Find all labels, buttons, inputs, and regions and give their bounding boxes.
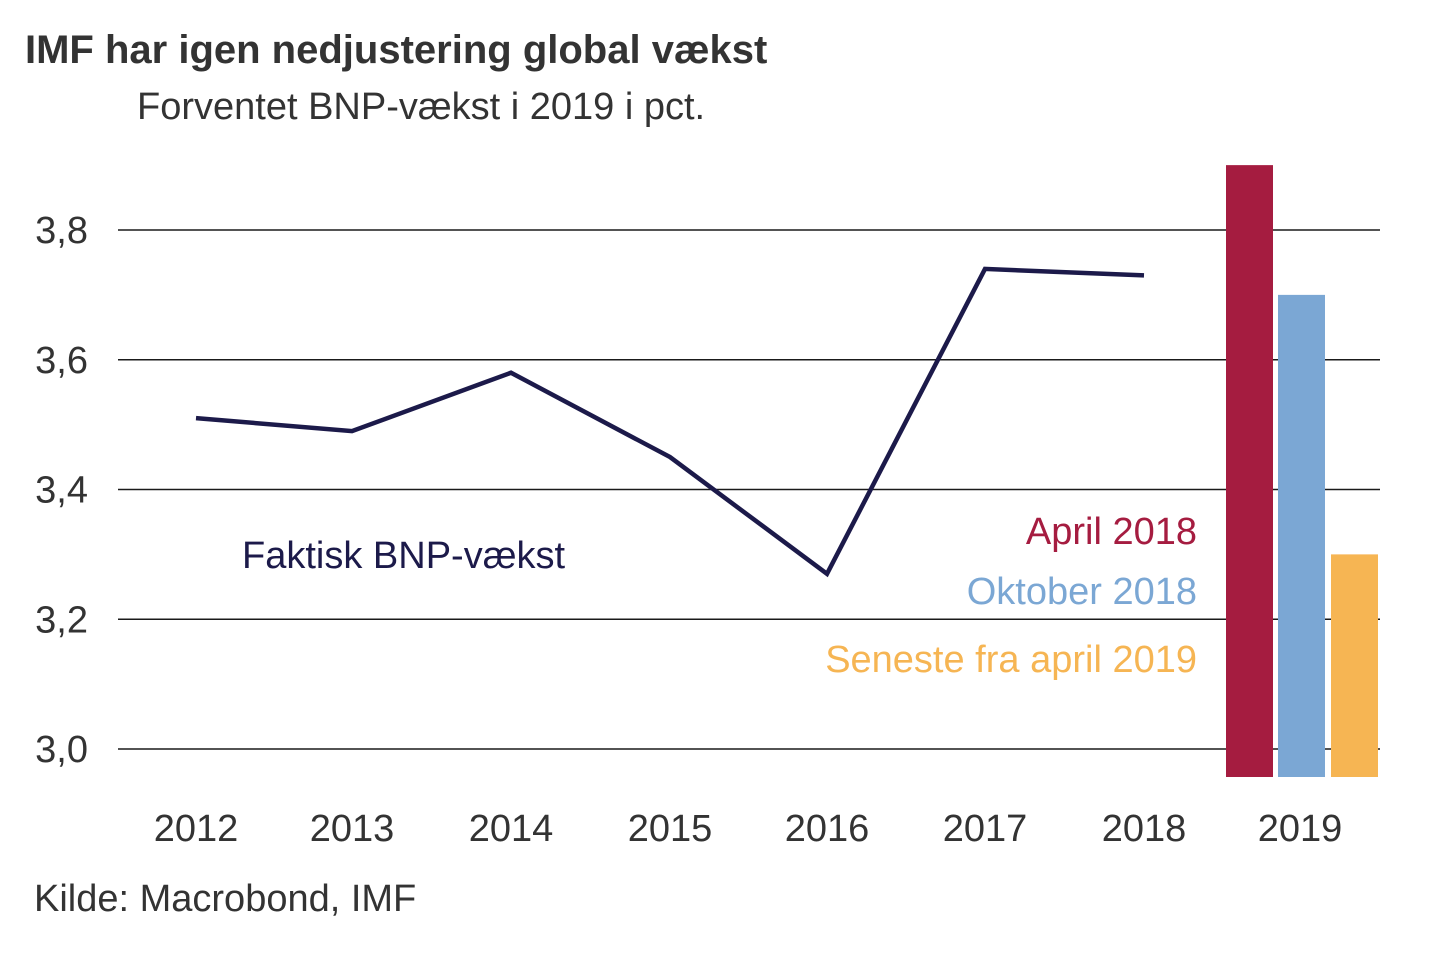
y-tick-label: 3,2 xyxy=(35,599,88,641)
label-line-series: Faktisk BNP-vækst xyxy=(242,535,565,577)
y-tick-label: 3,6 xyxy=(35,340,88,382)
chart-title: IMF har igen nedjustering global vækst xyxy=(25,28,768,72)
line-series xyxy=(195,266,1145,578)
x-tick-label: 2012 xyxy=(154,808,239,850)
gridlines xyxy=(118,229,1380,750)
bar-april-2018 xyxy=(1226,165,1273,777)
bar-oktober-2018 xyxy=(1278,294,1325,777)
x-tick-label: 2014 xyxy=(469,808,554,850)
x-tick-label: 2016 xyxy=(785,808,870,850)
x-axis-ticks: 2012 2013 2014 2015 2016 2017 2018 2019 xyxy=(154,808,1343,850)
bar-series xyxy=(1226,165,1378,777)
source-note: Kilde: Macrobond, IMF xyxy=(34,878,417,920)
label-bar-series: April 2018 xyxy=(1026,511,1197,553)
series-labels: Faktisk BNP-vækst April 2018 Oktober 2018 S… xyxy=(242,511,1197,681)
y-tick-label: 3,4 xyxy=(35,470,88,512)
x-tick-label: 2019 xyxy=(1258,808,1343,850)
line-faktisk-bnp-vaekst xyxy=(195,266,1145,578)
label-bar-series: Oktober 2018 xyxy=(967,571,1197,613)
x-tick-label: 2013 xyxy=(310,808,395,850)
y-tick-label: 3,8 xyxy=(35,210,88,252)
y-tick-label: 3,0 xyxy=(35,729,88,771)
y-axis-ticks: 3,0 3,2 3,4 3,6 3,8 xyxy=(35,210,88,771)
x-tick-label: 2015 xyxy=(628,808,713,850)
bar-seneste-fra-april-2019 xyxy=(1331,554,1378,777)
chart-subtitle: Forventet BNP-vækst i 2019 i pct. xyxy=(137,86,706,128)
x-tick-label: 2018 xyxy=(1102,808,1187,850)
x-tick-label: 2017 xyxy=(943,808,1028,850)
label-bar-series: Seneste fra april 2019 xyxy=(825,639,1197,681)
